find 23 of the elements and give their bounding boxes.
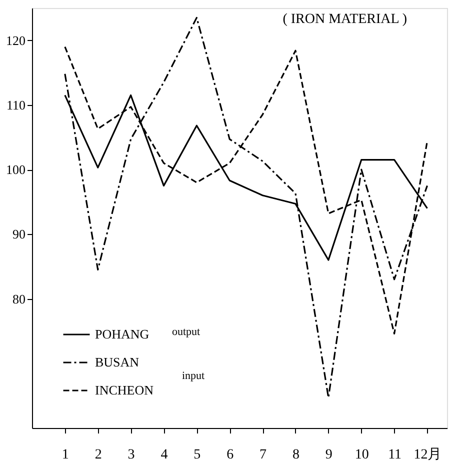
annotation: input [182,370,205,382]
legend-label: BUSAN [95,354,140,370]
x-tick-label: 10 [354,448,369,462]
y-tick-label: 100 [6,162,26,178]
x-tick-label: 1 [62,448,69,462]
x-tick-label: 3 [128,448,135,462]
x-tick-label: 2 [94,448,102,462]
x-tick-label: 9 [325,448,332,462]
x-tick-label: 8 [292,448,300,462]
x-tick-label: 7 [260,448,267,462]
y-tick-label: 110 [6,97,26,112]
legend-label: INCHEON [95,382,154,398]
legend-label: POHANG [95,326,150,342]
annotation: output [172,326,200,338]
x-tick-label: 4 [160,448,168,462]
x-tick-label: 11 [388,448,402,462]
chart-title: ( IRON MATERIAL ) [282,12,408,27]
x-tick-label: 12月 [414,448,442,462]
x-tick-label: 5 [194,448,201,462]
y-tick-label: 90 [12,226,26,242]
x-tick-label: 6 [226,448,234,462]
y-tick-label: 80 [12,291,26,306]
y-tick-label: 120 [6,32,26,48]
